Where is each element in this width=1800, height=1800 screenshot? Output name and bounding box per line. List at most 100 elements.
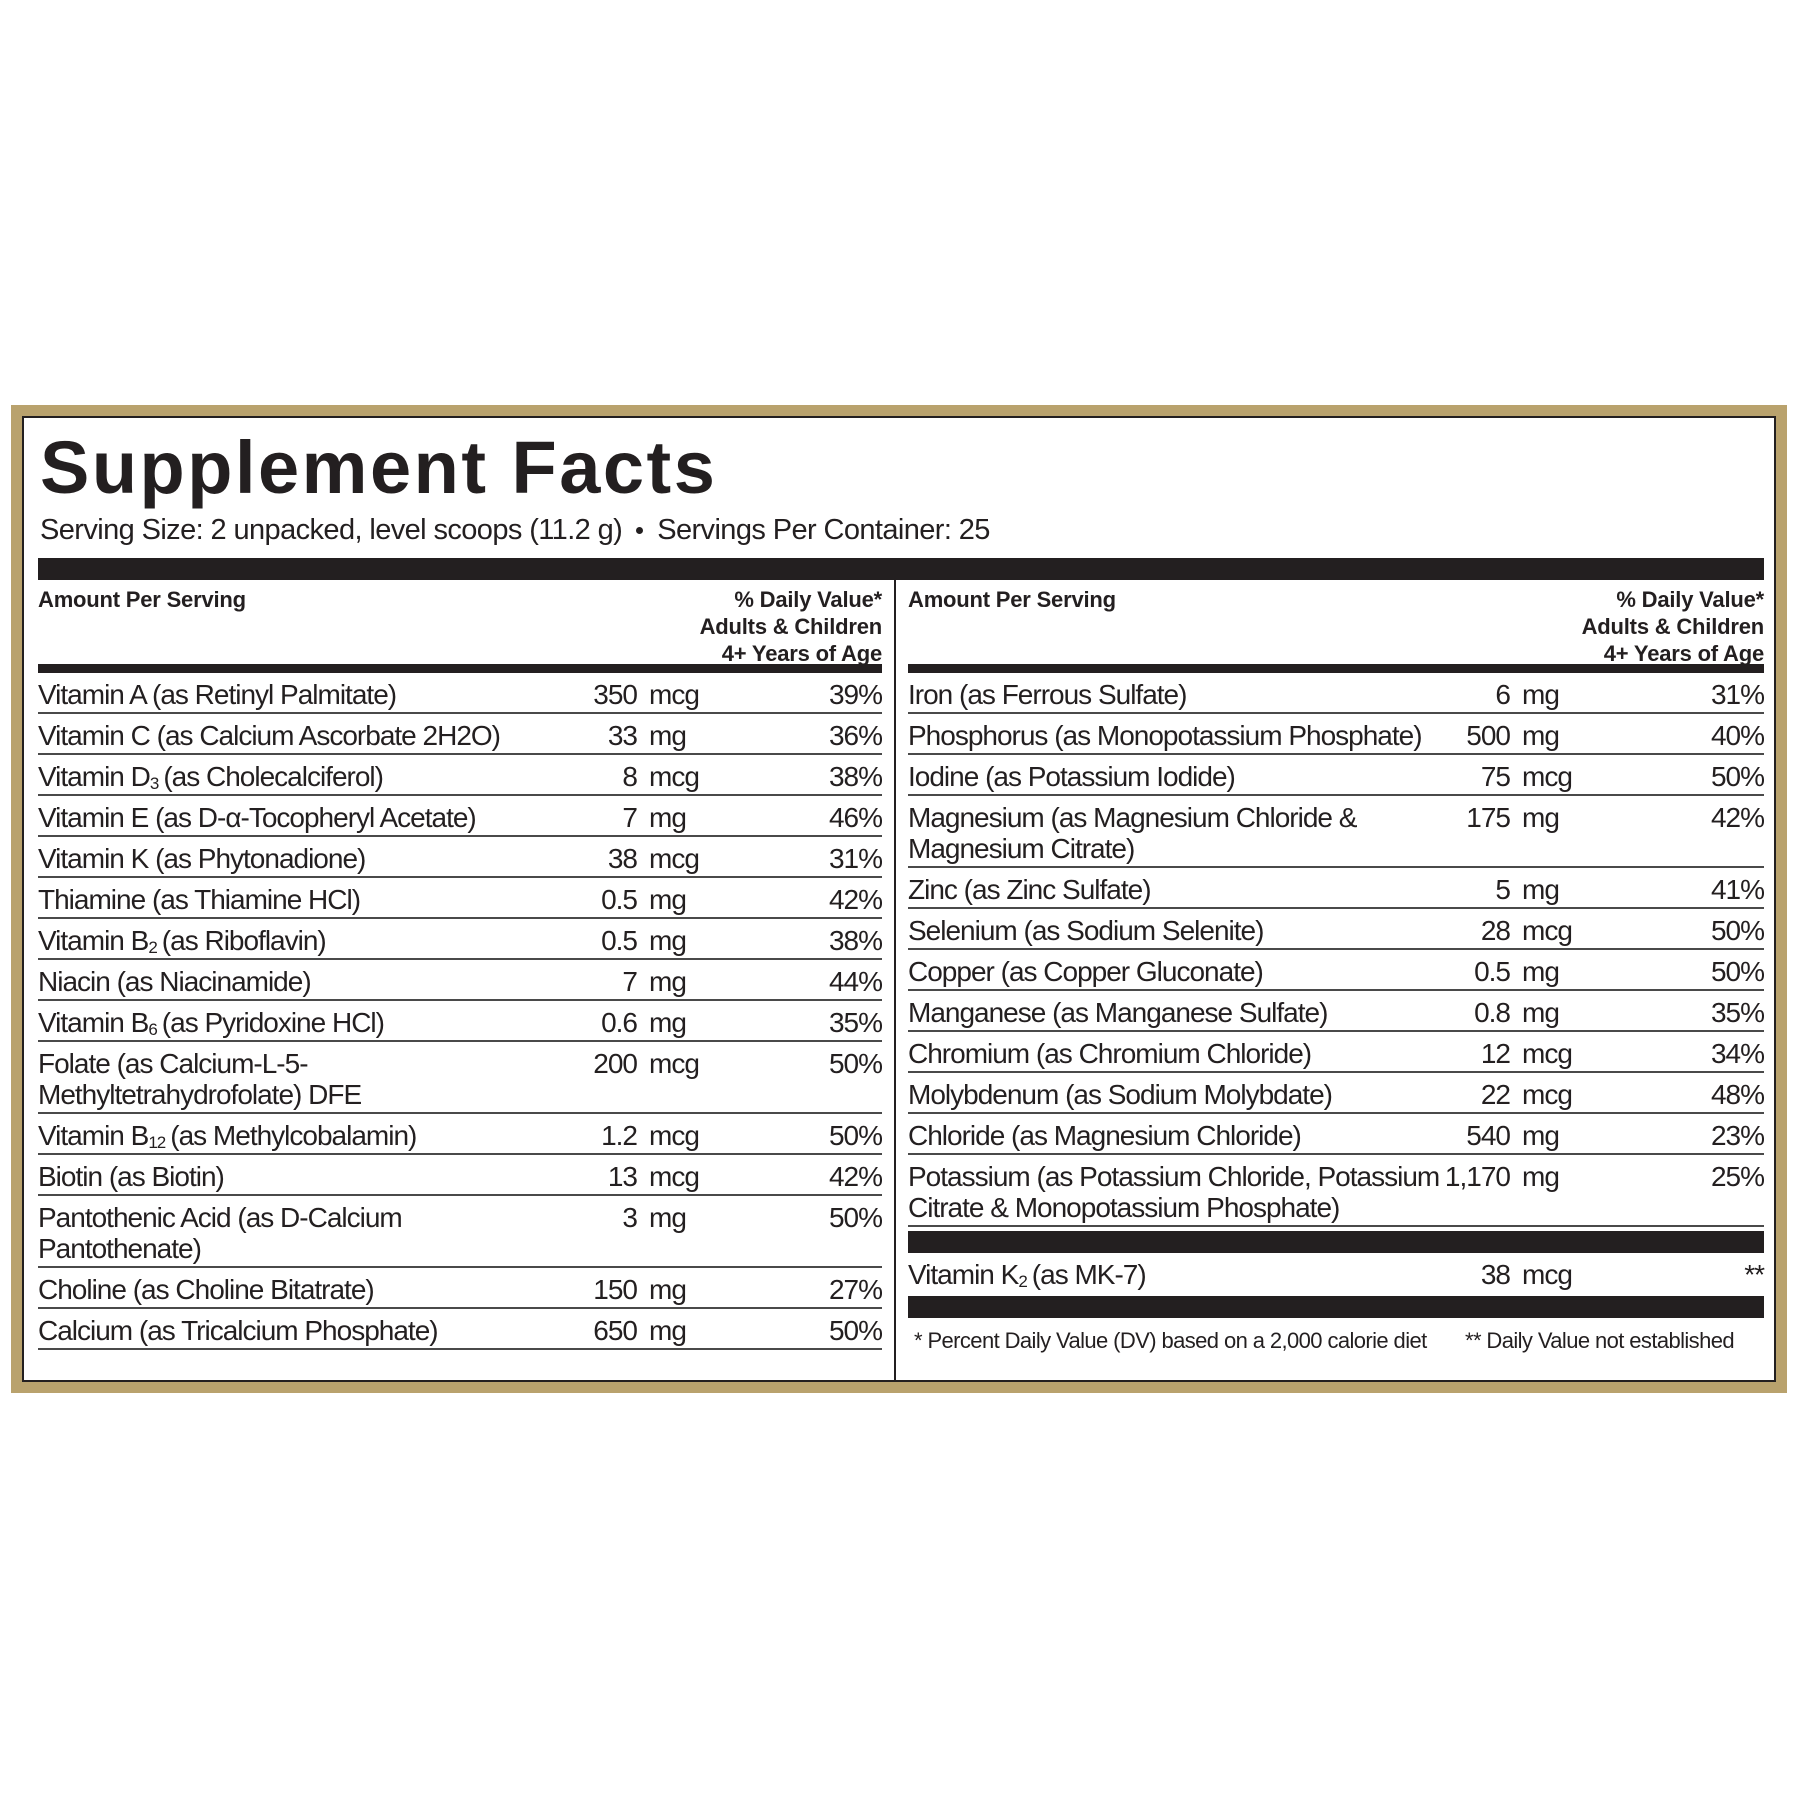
left-panel: Amount Per Serving % Daily Value* Adults &… [38, 580, 883, 1350]
subscript: 6 [148, 1020, 158, 1039]
nutrient-row: Magnesium (as Magnesium Chloride & Magne… [908, 796, 1765, 868]
amount: 33 [607, 720, 638, 751]
nutrient-row: Vitamin B2 (as Riboflavin) 0.5 mg 38% [38, 919, 883, 960]
name-rest: (as MK-7) [1031, 1259, 1147, 1290]
amount: 8 [622, 761, 638, 792]
name-text: Molybdenum (as Sodium Molybdate) [908, 1079, 1333, 1110]
amount: 3 [622, 1202, 638, 1233]
title: Supplement Facts [40, 426, 718, 509]
daily-value: 42% [828, 884, 883, 915]
unit: mcg [649, 843, 700, 874]
unit: mg [1522, 874, 1560, 905]
amount: 5 [1495, 874, 1511, 905]
daily-value: 50% [1710, 761, 1765, 792]
daily-value: 46% [828, 802, 883, 833]
daily-value: 38% [828, 761, 883, 792]
daily-value: 25% [1710, 1161, 1765, 1192]
footnote: ** Daily Value not established [1465, 1328, 1735, 1353]
unit: mcg [1522, 915, 1573, 946]
unit: mg [1522, 1161, 1560, 1192]
amount: 200 [593, 1048, 638, 1079]
amount: 1,170 [1444, 1161, 1511, 1192]
name-rest: (as Pyridoxine HCl) [161, 1007, 385, 1038]
serving-line: Serving Size: 2 unpacked, level scoops (… [40, 512, 990, 548]
nutrient-row: Niacin (as Niacinamide) 7 mg 44% [38, 960, 883, 1001]
nutrient-name: Vitamin B6 (as Pyridoxine HCl) [38, 1007, 560, 1038]
nutrient-row: Vitamin K (as Phytonadione) 38 mcg 31% [38, 837, 883, 878]
daily-value: 39% [828, 679, 883, 710]
nutrient-row: Iodine (as Potassium Iodide) 75 mcg 50% [908, 755, 1765, 796]
amount: 540 [1466, 1120, 1511, 1151]
amount: 28 [1480, 915, 1511, 946]
amount: 175 [1466, 802, 1511, 833]
nutrient-row: Manganese (as Manganese Sulfate) 0.8 mg 35% [908, 991, 1765, 1032]
nutrient-row: Molybdenum (as Sodium Molybdate) 22 mcg 48% [908, 1073, 1765, 1114]
name-rest: (as Cholecalciferol) [163, 761, 384, 792]
nutrient-name: Chloride (as Magnesium Chloride) [908, 1120, 1440, 1151]
daily-value: ** [1744, 1259, 1765, 1290]
amount: 1.2 [601, 1120, 638, 1151]
name-text: Thiamine (as Thiamine HCl) [38, 884, 361, 915]
nutrient-name: Vitamin E (as D-α-Tocopheryl Acetate) [38, 802, 560, 833]
daily-value-line: 4+ Years of Age [1603, 641, 1764, 666]
name-rest: (as Methylcobalamin) [170, 1120, 417, 1151]
nutrient-name: Vitamin K (as Phytonadione) [38, 843, 560, 874]
daily-value: 34% [1710, 1038, 1765, 1069]
panel-header: Amount Per Serving % Daily Value* Adults &… [38, 580, 882, 673]
amount: 13 [607, 1161, 638, 1192]
unit: mg [1522, 720, 1560, 751]
name-text: Vitamin D [38, 761, 151, 792]
unit: mg [649, 1202, 687, 1233]
daily-value: 23% [1710, 1120, 1765, 1151]
daily-value: 50% [828, 1048, 883, 1079]
nutrient-row: Chloride (as Magnesium Chloride) 540 mg 23% [908, 1114, 1765, 1155]
unit: mcg [1522, 761, 1573, 792]
nutrient-name: Iron (as Ferrous Sulfate) [908, 679, 1440, 710]
nutrient-name: Iodine (as Potassium Iodide) [908, 761, 1440, 792]
daily-value-line: Adults & Children [699, 614, 883, 639]
nutrient-row: Vitamin C (as Calcium Ascorbate 2H2O) 33 m… [38, 714, 883, 755]
unit: mcg [649, 1120, 700, 1151]
label-frame [22, 416, 1776, 1382]
daily-value: 50% [828, 1120, 883, 1151]
amount: 350 [593, 679, 638, 710]
daily-value: 31% [828, 843, 883, 874]
nutrient-name: Phosphorus (as Monopotassium Phosphate) [908, 720, 1440, 751]
daily-value: 36% [828, 720, 883, 751]
daily-value: 40% [1710, 720, 1765, 751]
daily-value: 31% [1710, 679, 1765, 710]
nutrient-row: Copper (as Copper Gluconate) 0.5 mg 50% [908, 950, 1765, 991]
servings-per-container: Servings Per Container: 25 [657, 514, 990, 546]
amount: 0.5 [1474, 956, 1511, 987]
nutrient-name: Manganese (as Manganese Sulfate) [908, 997, 1440, 1028]
amount: 0.5 [601, 884, 638, 915]
nutrient-name: Selenium (as Sodium Selenite) [908, 915, 1440, 946]
unit: mg [1522, 956, 1560, 987]
amount: 7 [622, 802, 638, 833]
name-text: Iron (as Ferrous Sulfate) [908, 679, 1187, 710]
name-text: Niacin (as Niacinamide) [38, 966, 312, 997]
name-text: Vitamin K (as Phytonadione) [38, 843, 366, 874]
daily-value: 35% [828, 1007, 883, 1038]
daily-value: 50% [1710, 956, 1765, 987]
nutrient-name: Vitamin B12 (as Methylcobalamin) [38, 1120, 560, 1151]
top-bar [38, 558, 1764, 580]
daily-value-line: % Daily Value* [734, 587, 882, 612]
nutrient-row: Vitamin A (as Retinyl Palmitate) 350 mcg 39… [38, 673, 883, 714]
name-text: Phosphorus (as Monopotassium Phosphate) [908, 720, 1423, 751]
name-text: Vitamin B [38, 1007, 149, 1038]
nutrient-name: Vitamin B2 (as Riboflavin) [38, 925, 560, 956]
unit: mcg [649, 1048, 700, 1079]
nutrient-name: Potassium (as Potassium Chloride, Potass… [908, 1161, 1440, 1223]
unit: mg [649, 1007, 687, 1038]
name-text: Biotin (as Biotin) [38, 1161, 225, 1192]
nutrient-name: Thiamine (as Thiamine HCl) [38, 884, 560, 915]
amount: 22 [1480, 1079, 1511, 1110]
unit: mg [649, 966, 687, 997]
unit: mg [1522, 1120, 1560, 1151]
nutrient-row: Vitamin D3 (as Cholecalciferol) 8 mcg 38% [38, 755, 883, 796]
amount-per-serving: Amount Per Serving [908, 587, 1116, 612]
nutrient-name: Vitamin A (as Retinyl Palmitate) [38, 679, 560, 710]
amount: 0.6 [601, 1007, 638, 1038]
